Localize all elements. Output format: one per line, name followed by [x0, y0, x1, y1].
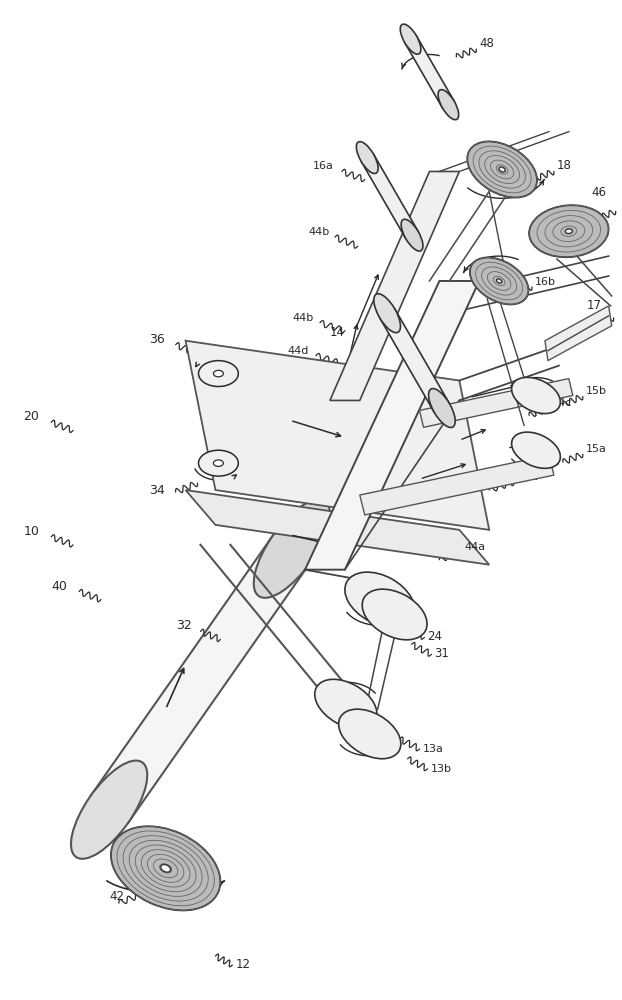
Text: 46: 46 — [592, 186, 606, 199]
Polygon shape — [405, 36, 454, 108]
Ellipse shape — [362, 589, 427, 640]
Polygon shape — [419, 379, 573, 427]
Ellipse shape — [254, 500, 330, 598]
Polygon shape — [545, 306, 611, 361]
Text: 44a: 44a — [464, 542, 485, 552]
Text: 32: 32 — [175, 619, 192, 632]
Polygon shape — [90, 535, 311, 823]
Text: 15b: 15b — [586, 386, 607, 396]
Ellipse shape — [438, 90, 458, 120]
Text: 20: 20 — [23, 410, 39, 423]
Text: 18: 18 — [557, 159, 572, 172]
Polygon shape — [360, 455, 554, 515]
Ellipse shape — [401, 219, 423, 251]
Text: 40: 40 — [51, 580, 67, 593]
Ellipse shape — [315, 679, 377, 729]
Text: 16b: 16b — [535, 277, 556, 287]
Ellipse shape — [429, 389, 455, 428]
Text: 44b: 44b — [308, 227, 329, 237]
Text: 16a: 16a — [313, 161, 334, 171]
Text: 17: 17 — [587, 299, 601, 312]
Ellipse shape — [374, 294, 401, 333]
Ellipse shape — [511, 377, 560, 414]
Ellipse shape — [467, 141, 537, 198]
Polygon shape — [305, 281, 479, 570]
Text: 44b: 44b — [292, 313, 313, 323]
Ellipse shape — [356, 142, 378, 173]
Text: 15a: 15a — [586, 444, 606, 454]
Text: 42: 42 — [109, 890, 124, 903]
Polygon shape — [361, 154, 418, 239]
Text: 31: 31 — [434, 647, 449, 660]
Text: 44d: 44d — [287, 346, 309, 356]
Ellipse shape — [111, 826, 220, 910]
Text: 12: 12 — [235, 958, 250, 971]
Text: 44a: 44a — [517, 472, 538, 482]
Text: 48: 48 — [479, 37, 494, 50]
Ellipse shape — [401, 24, 421, 54]
Ellipse shape — [213, 370, 223, 377]
Ellipse shape — [338, 709, 401, 759]
Ellipse shape — [71, 761, 147, 859]
Polygon shape — [379, 309, 450, 412]
Text: 13b: 13b — [430, 764, 452, 774]
Text: 24: 24 — [427, 630, 442, 643]
Ellipse shape — [198, 450, 238, 476]
Text: 13a: 13a — [422, 744, 443, 754]
Polygon shape — [185, 490, 489, 565]
Polygon shape — [185, 341, 489, 530]
Ellipse shape — [499, 167, 505, 172]
Ellipse shape — [511, 432, 560, 468]
Text: 10: 10 — [23, 525, 39, 538]
Ellipse shape — [496, 279, 502, 283]
Ellipse shape — [160, 865, 170, 872]
Text: 34: 34 — [149, 484, 164, 497]
Polygon shape — [330, 171, 459, 400]
Ellipse shape — [470, 258, 529, 304]
Text: 36: 36 — [149, 333, 164, 346]
Ellipse shape — [529, 205, 608, 257]
Ellipse shape — [198, 361, 238, 387]
Text: 14: 14 — [330, 326, 345, 339]
Text: 44c: 44c — [552, 398, 572, 408]
Ellipse shape — [345, 572, 414, 627]
Ellipse shape — [565, 229, 572, 234]
Ellipse shape — [213, 460, 223, 466]
